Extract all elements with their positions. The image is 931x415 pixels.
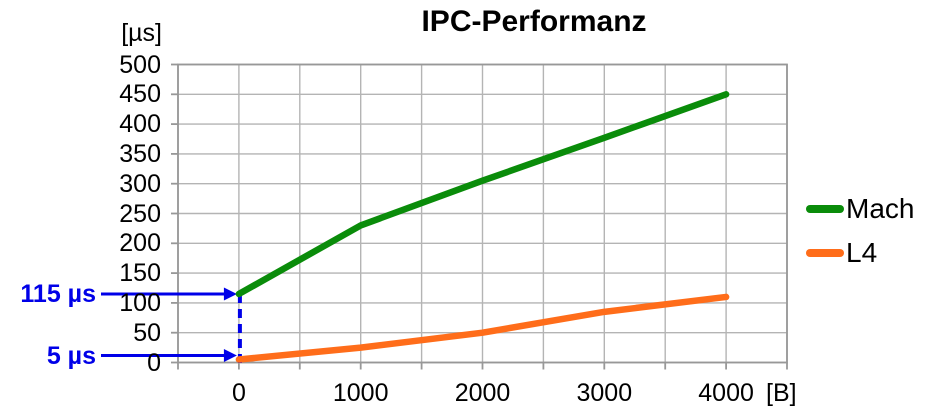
y-tick-label: 500 — [119, 50, 161, 79]
y-tick-label: 400 — [119, 110, 161, 139]
y-axis-unit-label: [µs] — [121, 19, 162, 47]
mach-line-swatch — [806, 204, 844, 213]
annotation-arrow-head — [223, 349, 237, 362]
legend-label-mach: Mach — [846, 192, 915, 224]
series-line-mach — [235, 91, 730, 298]
legend-item-mach: Mach — [806, 192, 914, 225]
y-tick-label: 300 — [119, 169, 161, 198]
y-tick-label: 250 — [119, 199, 161, 228]
y-tick-label: 0 — [147, 348, 161, 377]
legend-label-l4: L4 — [846, 236, 878, 268]
y-tick-label: 200 — [119, 229, 161, 258]
y-tick-label: 350 — [119, 139, 161, 168]
annotation-arrow-head — [223, 287, 237, 301]
x-tick-label: 2000 — [454, 379, 511, 407]
y-tick-label: 100 — [119, 288, 161, 317]
y-tick-label: 50 — [133, 318, 161, 347]
x-axis-unit-label: [B] — [766, 379, 797, 407]
chart-title: IPC-Performanz — [421, 5, 647, 38]
plot-border — [177, 63, 788, 364]
x-tick-label: 1000 — [332, 379, 389, 407]
annotation-115us-label: 115 µs — [20, 279, 96, 308]
x-tick-label: 0 — [231, 379, 246, 407]
x-tick-label: 4000 — [698, 379, 754, 407]
legend: Mach L4 — [806, 192, 914, 269]
x-tick-label: 3000 — [576, 379, 633, 407]
y-tick-label: 450 — [119, 80, 161, 109]
y-tick-label: 150 — [119, 259, 161, 288]
series-line-l4 — [235, 293, 730, 363]
legend-item-l4: L4 — [806, 236, 914, 269]
annotation-5us-label: 5 µs — [46, 341, 96, 370]
l4-line-swatch — [806, 248, 844, 257]
